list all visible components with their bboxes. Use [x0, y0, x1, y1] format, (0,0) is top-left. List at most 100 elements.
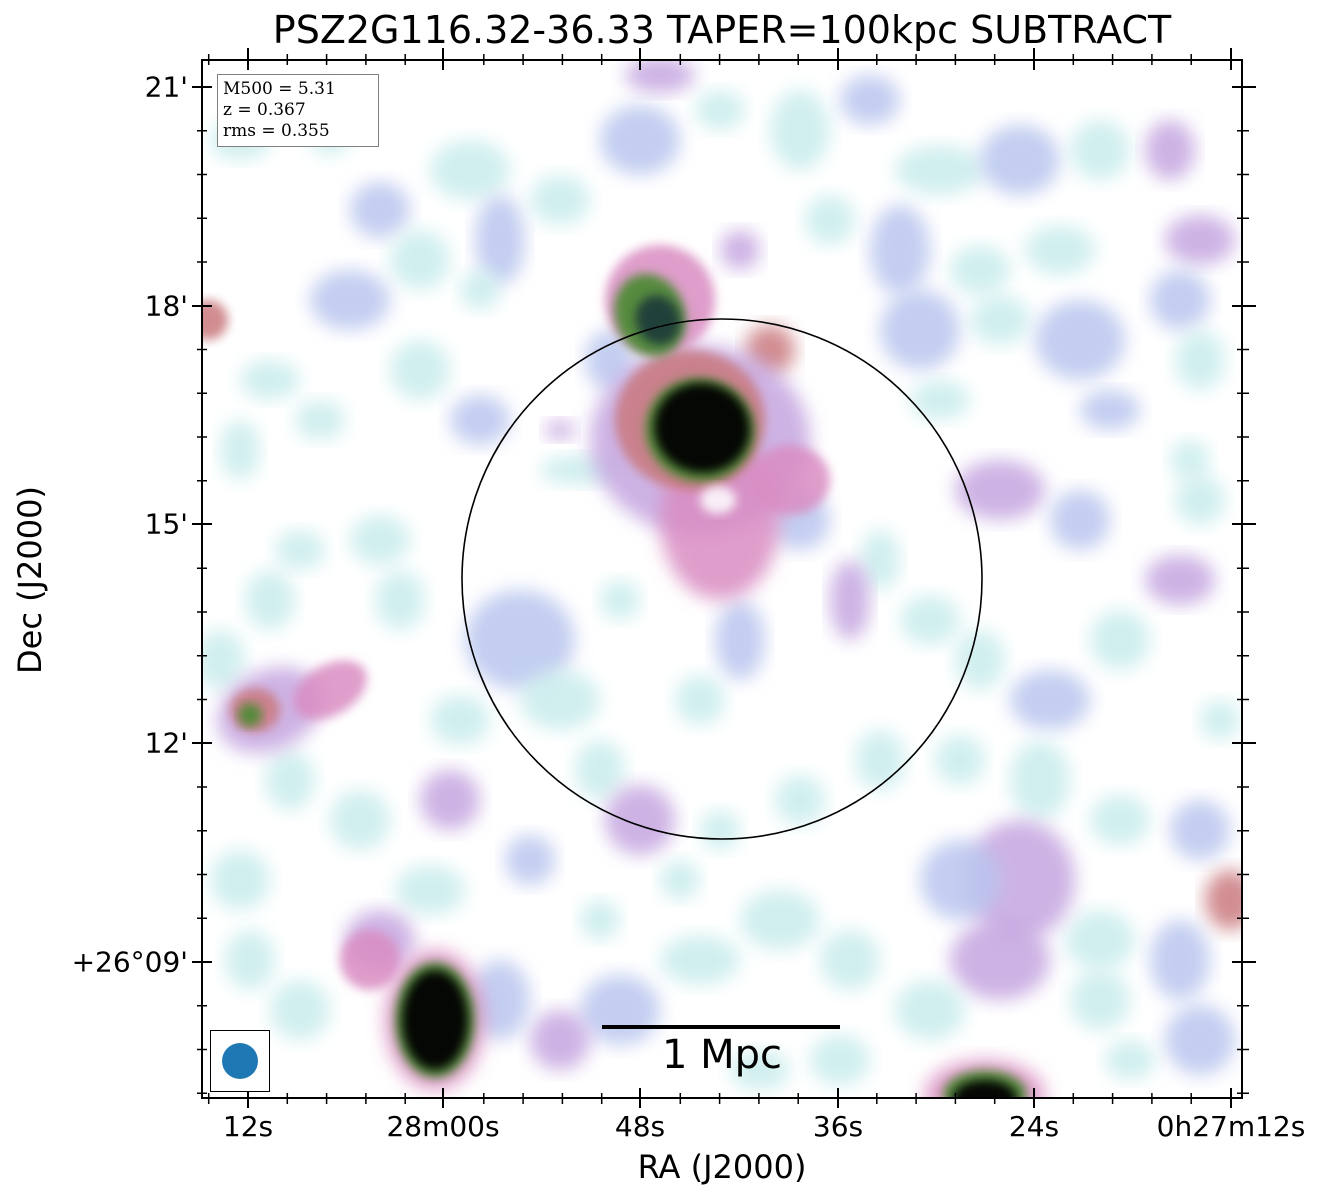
- emission-blob: [1145, 555, 1215, 605]
- emission-blob: [402, 970, 468, 1070]
- x-tick-label: 24s: [1008, 1110, 1060, 1143]
- emission-blob: [1070, 120, 1130, 180]
- emission-blob: [1170, 440, 1210, 480]
- emission-blob: [654, 382, 750, 474]
- emission-blob: [935, 735, 985, 785]
- emission-blob: [950, 920, 1050, 1000]
- emission-blob: [1150, 920, 1210, 1000]
- emission-blob: [475, 195, 525, 285]
- emission-blob: [1010, 670, 1090, 730]
- emission-blob: [810, 1035, 870, 1085]
- emission-blob: [530, 175, 590, 225]
- emission-blob: [775, 775, 825, 825]
- emission-blob: [660, 860, 700, 900]
- emission-blob: [1200, 700, 1240, 740]
- r500-circle: [461, 318, 983, 840]
- emission-blob: [505, 835, 555, 885]
- emission-blob: [820, 930, 880, 990]
- y-axis-label: Dec (J2000): [11, 486, 49, 674]
- emission-blob: [1165, 215, 1235, 265]
- plot-title: PSZ2G116.32-36.33 TAPER=100kpc SUBTRACT: [272, 8, 1172, 52]
- emission-blob: [245, 570, 295, 630]
- axis-ticks: [192, 48, 1256, 1108]
- emission-blob: [575, 740, 625, 800]
- emission-blob: [953, 1080, 1017, 1098]
- emission-blob: [970, 295, 1030, 345]
- emission-blob: [395, 865, 465, 915]
- emission-blob: [955, 460, 1045, 520]
- radio-emission-map: [202, 60, 1242, 1098]
- emission-blob: [202, 300, 228, 340]
- emission-blob: [202, 630, 245, 690]
- emission-blob: [310, 270, 390, 330]
- emission-blob: [1090, 610, 1150, 670]
- emission-blob: [270, 980, 330, 1040]
- emission-blob: [238, 703, 262, 727]
- emission-blob: [330, 790, 390, 850]
- emission-blob: [340, 930, 400, 990]
- plot-frame: [201, 59, 1243, 1099]
- emission-blob: [1090, 795, 1150, 845]
- emission-blob: [900, 595, 960, 645]
- x-tick-label: 12s: [222, 1110, 274, 1143]
- emission-blob: [430, 140, 510, 200]
- emission-blob: [600, 580, 640, 620]
- emission-blob: [1170, 800, 1230, 860]
- emission-blob: [805, 195, 855, 245]
- beam-ellipse: [222, 1043, 258, 1079]
- y-tick-label: +26°09': [71, 945, 188, 979]
- scale-bar-label: 1 Mpc: [661, 1032, 783, 1078]
- emission-blob: [265, 750, 315, 810]
- emission-blob: [1145, 120, 1195, 180]
- emission-blob: [293, 660, 367, 720]
- y-tick-label: 12': [144, 726, 188, 760]
- emission-blob: [390, 340, 450, 400]
- emission-blob: [955, 630, 1005, 690]
- emission-blob: [600, 105, 680, 175]
- emission-blob: [1165, 1005, 1235, 1075]
- emission-blob: [635, 295, 681, 345]
- x-tick-label: 0h27m12s: [1156, 1110, 1306, 1143]
- emission-blob: [240, 360, 300, 400]
- beam-box: [210, 1030, 270, 1092]
- emission-blob: [1065, 910, 1135, 970]
- emission-blob: [465, 590, 575, 690]
- emission-blob: [460, 270, 500, 310]
- emission-blob: [715, 600, 765, 680]
- m500-value: M500 = 5.31: [223, 79, 336, 99]
- emission-blob: [920, 840, 1000, 920]
- emission-blob: [980, 125, 1060, 195]
- x-tick-label: 28m00s: [386, 1110, 500, 1143]
- rms-value: rms = 0.355: [223, 121, 330, 141]
- emission-blob: [750, 445, 830, 515]
- emission-blob: [1050, 490, 1110, 550]
- emission-blob: [840, 75, 900, 125]
- emission-blob: [210, 850, 270, 910]
- emission-blob: [895, 145, 985, 195]
- emission-blob: [770, 90, 830, 170]
- y-tick-label: 18': [144, 289, 188, 323]
- emission-blob: [860, 530, 900, 590]
- emission-blob: [580, 975, 660, 1045]
- cluster-info-box: M500 = 5.31 z = 0.367 rms = 0.355: [217, 74, 379, 147]
- emission-blob: [1070, 970, 1130, 1030]
- emission-blob: [625, 60, 695, 93]
- emission-blob: [350, 515, 410, 565]
- emission-blob: [520, 670, 600, 730]
- emission-blob: [1205, 870, 1242, 930]
- emission-blob: [530, 1010, 590, 1070]
- emission-blob: [545, 420, 575, 440]
- emission-blob: [1080, 390, 1140, 430]
- y-tick-label: 21': [144, 70, 188, 104]
- emission-blob: [870, 205, 930, 295]
- emission-blob: [1025, 225, 1095, 275]
- emission-blob: [1105, 1040, 1155, 1080]
- emission-blob: [1150, 270, 1210, 330]
- emission-blob: [950, 245, 1010, 295]
- emission-blob: [220, 420, 260, 480]
- emission-blob: [675, 675, 725, 725]
- emission-blob: [605, 785, 675, 855]
- x-tick-label: 36s: [812, 1110, 864, 1143]
- emission-blob: [895, 980, 965, 1040]
